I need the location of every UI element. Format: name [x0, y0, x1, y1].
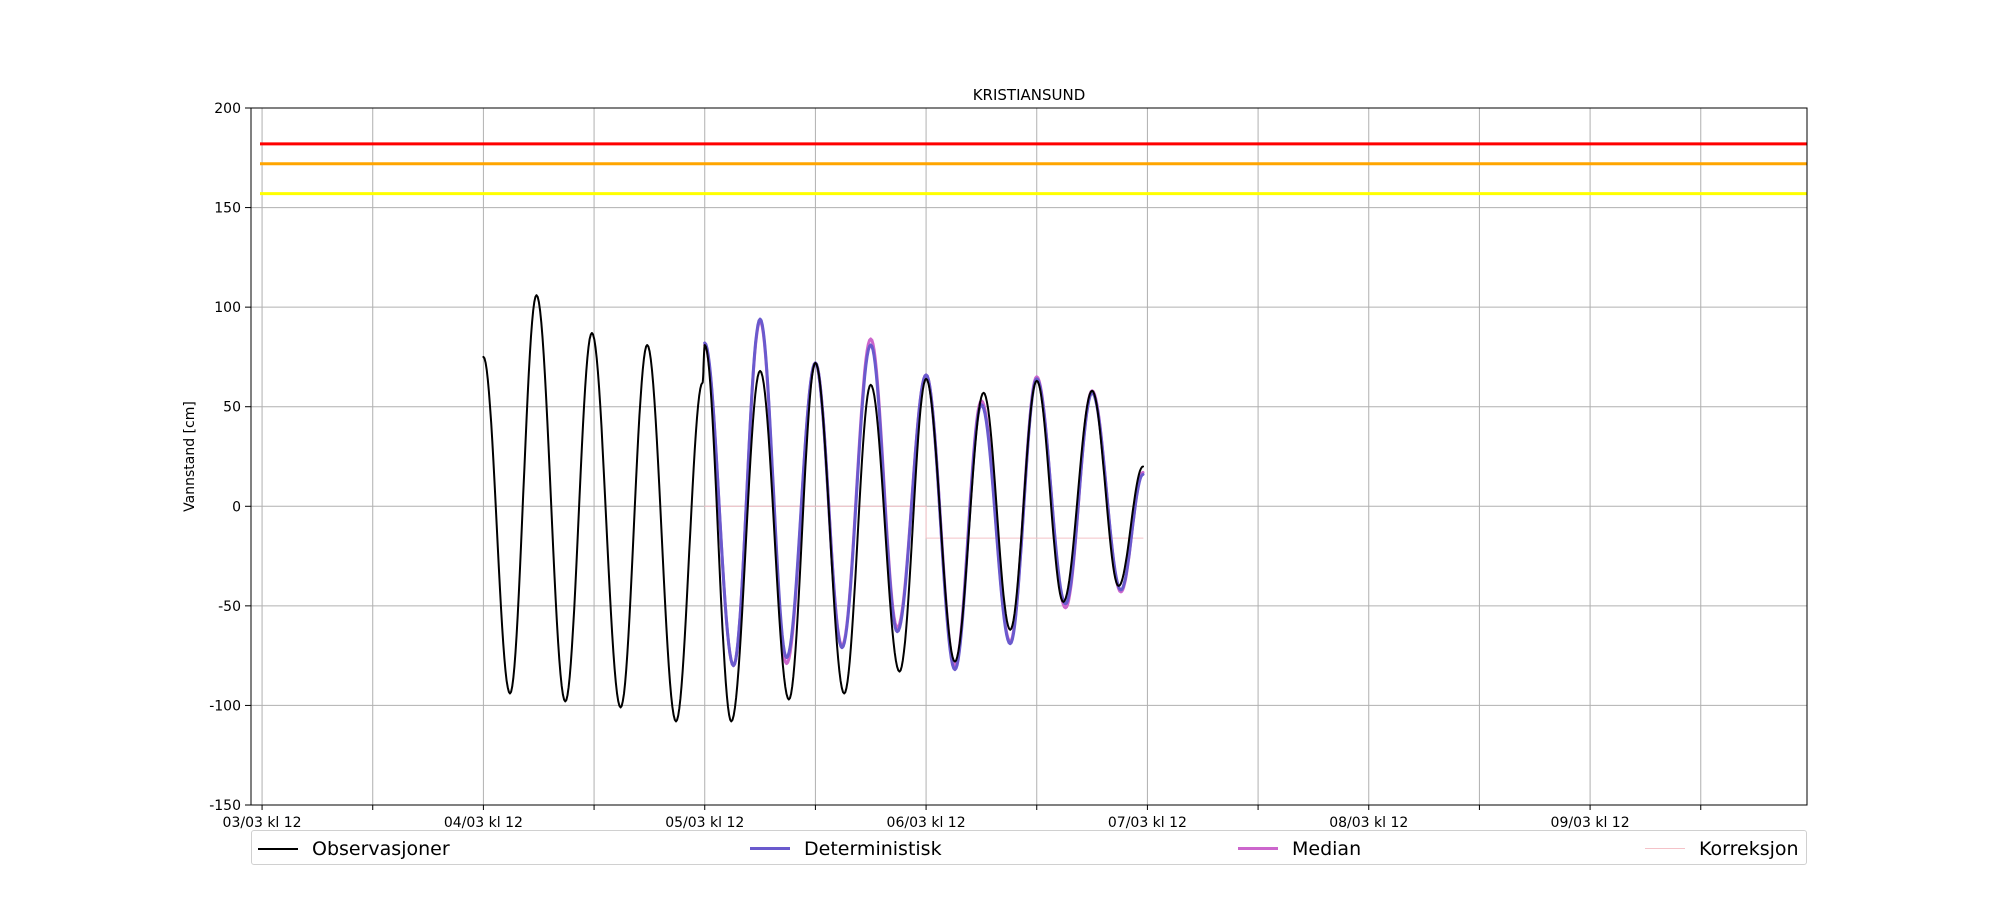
x-tick-label: 03/03 kl 12 — [223, 815, 302, 831]
legend-swatch — [258, 847, 298, 850]
legend-item-deterministisk: Deterministisk — [750, 831, 942, 866]
y-tick-label: 150 — [214, 201, 241, 217]
legend-label: Median — [1292, 837, 1362, 860]
x-tick-label: 06/03 kl 12 — [887, 815, 966, 831]
y-axis-label: Vannstand [cm] — [182, 401, 198, 512]
x-tick-label: 05/03 kl 12 — [665, 815, 744, 831]
legend-item-korreksjon: Korreksjon — [1645, 831, 1799, 866]
grid-lines — [251, 107, 1807, 806]
y-tick-label: -100 — [209, 698, 241, 714]
legend-swatch — [1645, 848, 1685, 849]
chart-legend: Observasjoner Deterministisk Median Korreks… — [251, 830, 1807, 865]
threshold-lines — [260, 142, 1807, 196]
x-tick-label: 04/03 kl 12 — [444, 815, 523, 831]
series-line-deterministisk — [703, 317, 1145, 672]
legend-swatch — [1238, 847, 1278, 850]
chart-title: KRISTIANSUND — [973, 86, 1086, 104]
x-tick-label: 07/03 kl 12 — [1108, 815, 1187, 831]
legend-label: Korreksjon — [1699, 837, 1799, 860]
series-line-korreksjon — [704, 505, 1144, 539]
y-tick-label: 100 — [214, 300, 241, 316]
legend-swatch — [750, 847, 790, 850]
y-tick-label: 50 — [223, 400, 241, 416]
legend-label: Observasjoner — [312, 837, 450, 860]
y-tick-label: -150 — [209, 798, 241, 814]
legend-label: Deterministisk — [804, 837, 942, 860]
series-lines — [482, 294, 1145, 723]
axis-ticks: -150 -100 -50 0 50 100 150 200 03/03 kl 12 04/03 … — [209, 101, 1702, 831]
x-tick-label: 08/03 kl 12 — [1329, 815, 1408, 831]
series-line-observasjoner — [482, 294, 1144, 723]
legend-item-median: Median — [1238, 831, 1361, 866]
y-tick-label: 0 — [232, 499, 241, 515]
y-tick-label: 200 — [214, 101, 241, 117]
legend-item-observasjoner: Observasjoner — [258, 831, 450, 866]
y-tick-label: -50 — [218, 599, 241, 615]
plot-frame — [250, 107, 1808, 806]
x-tick-label: 09/03 kl 12 — [1551, 815, 1630, 831]
